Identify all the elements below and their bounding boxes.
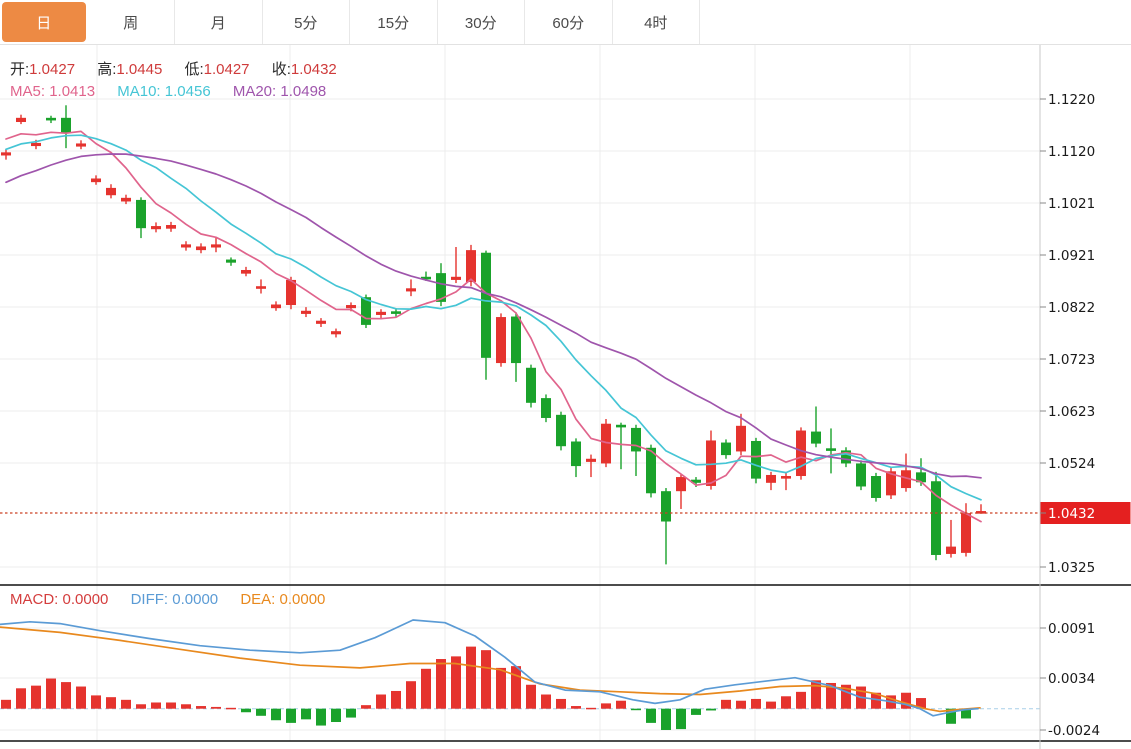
svg-text:0.0034: 0.0034	[1048, 671, 1095, 687]
tab-60min[interactable]: 60分	[525, 0, 613, 44]
candlestick-macd-chart[interactable]: 1.1220 1.1120 1.1021 1.0921 1.0822 1.0723 1.06…	[0, 45, 1131, 749]
svg-text:1.0921: 1.0921	[1048, 248, 1095, 264]
ma-legend: MA5: 1.0413 MA10: 1.0456 MA20: 1.0498	[10, 83, 344, 100]
tab-15min[interactable]: 15分	[350, 0, 438, 44]
ma5-label: MA5:	[10, 83, 46, 100]
tab-5min[interactable]: 5分	[263, 0, 350, 44]
svg-text:0.0091: 0.0091	[1048, 621, 1095, 637]
chart-area: 1.1220 1.1120 1.1021 1.0921 1.0822 1.0723 1.06…	[0, 45, 1131, 749]
svg-text:1.0325: 1.0325	[1048, 560, 1095, 576]
svg-text:1.0432: 1.0432	[1048, 506, 1095, 522]
ma10-value: 1.0456	[164, 83, 211, 100]
diff-value: 0.0000	[172, 591, 219, 608]
tab-day-label: 日	[1, 2, 86, 42]
ohlc-legend: 开:1.0427 高:1.0445 低:1.0427 收:1.0432	[10, 58, 355, 79]
ma20-value: 1.0498	[280, 83, 327, 100]
svg-text:1.1021: 1.1021	[1048, 196, 1095, 212]
tab-month[interactable]: 月	[175, 0, 263, 44]
tab-60min-label: 60分	[552, 14, 585, 32]
diff-label: DIFF:	[130, 591, 169, 608]
svg-text:1.1220: 1.1220	[1048, 92, 1095, 108]
high-value: 1.0445	[116, 61, 163, 78]
dea-value: 0.0000	[279, 591, 326, 608]
close-label: 收:	[271, 61, 291, 78]
ma20-label: MA20:	[232, 83, 277, 100]
tab-month-label: 月	[210, 14, 226, 32]
tab-4hour[interactable]: 4时	[613, 0, 700, 44]
dea-label: DEA:	[240, 591, 276, 608]
open-value: 1.0427	[29, 61, 76, 78]
tab-4hour-label: 4时	[644, 14, 668, 32]
ma10-label: MA10:	[117, 83, 161, 100]
high-label: 高:	[97, 61, 117, 78]
svg-text:-0.0024: -0.0024	[1048, 723, 1100, 739]
tab-30min-label: 30分	[464, 14, 497, 32]
macd-label: MACD:	[10, 591, 59, 608]
close-value: 1.0432	[290, 61, 337, 78]
timeframe-tabbar: 日 周 月 5分 15分 30分 60分 4时	[0, 0, 1131, 45]
tab-30min[interactable]: 30分	[438, 0, 525, 44]
tab-week[interactable]: 周	[88, 0, 175, 44]
svg-text:1.0623: 1.0623	[1048, 404, 1095, 420]
macd-value: 0.0000	[62, 591, 109, 608]
low-label: 低:	[184, 61, 204, 78]
svg-text:1.0524: 1.0524	[1048, 456, 1095, 472]
macd-legend: MACD: 0.0000 DIFF: 0.0000 DEA: 0.0000	[10, 591, 343, 608]
ma5-value: 1.0413	[49, 83, 96, 100]
svg-text:1.0723: 1.0723	[1048, 352, 1095, 368]
low-value: 1.0427	[203, 61, 250, 78]
tab-15min-label: 15分	[377, 14, 410, 32]
tab-5min-label: 5分	[294, 14, 318, 32]
tab-day[interactable]: 日	[0, 0, 88, 44]
tab-week-label: 周	[123, 14, 139, 32]
svg-text:1.0822: 1.0822	[1048, 300, 1095, 316]
open-label: 开:	[10, 61, 30, 78]
svg-text:1.1120: 1.1120	[1048, 144, 1095, 160]
